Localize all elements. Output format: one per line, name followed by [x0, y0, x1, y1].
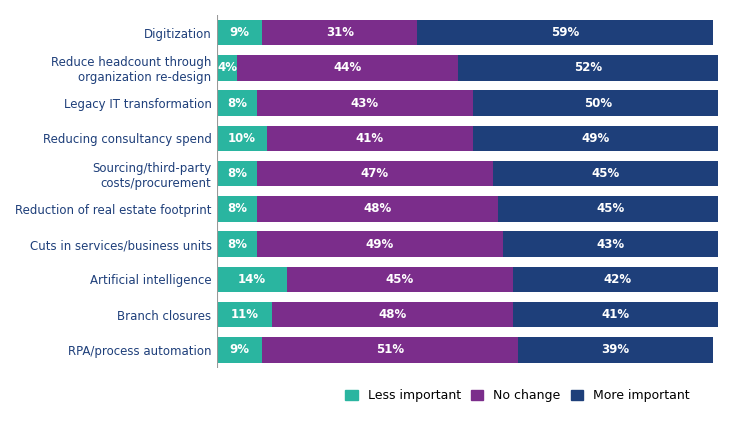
Text: 44%: 44%	[334, 61, 361, 74]
Text: 45%: 45%	[596, 202, 625, 215]
Bar	[217, 161, 257, 186]
Bar	[217, 337, 262, 362]
Bar	[257, 196, 498, 222]
Text: 49%: 49%	[366, 237, 394, 250]
Bar	[217, 20, 262, 45]
Bar	[217, 302, 272, 327]
Bar	[257, 161, 493, 186]
Bar	[257, 232, 503, 257]
Bar	[217, 196, 257, 222]
Bar	[473, 126, 718, 151]
Bar	[262, 20, 417, 45]
Text: 49%: 49%	[581, 132, 609, 145]
Bar	[512, 302, 718, 327]
Text: 4%: 4%	[217, 61, 237, 74]
Bar	[217, 55, 237, 81]
Bar	[267, 126, 473, 151]
Text: 43%: 43%	[596, 237, 625, 250]
Bar	[503, 232, 718, 257]
Bar	[217, 267, 287, 292]
Legend: Less important, No change, More important: Less important, No change, More importan…	[340, 384, 695, 407]
Bar	[262, 337, 517, 362]
Bar	[217, 232, 257, 257]
Text: 45%: 45%	[386, 273, 414, 286]
Text: 41%: 41%	[356, 132, 384, 145]
Text: 31%: 31%	[325, 26, 354, 39]
Text: 51%: 51%	[376, 344, 404, 357]
Text: 8%: 8%	[227, 97, 247, 110]
Text: 9%: 9%	[229, 26, 250, 39]
Bar	[512, 267, 723, 292]
Text: 47%: 47%	[361, 167, 389, 180]
Text: 48%: 48%	[364, 202, 391, 215]
Bar	[493, 161, 718, 186]
Text: 48%: 48%	[378, 308, 407, 321]
Bar	[457, 55, 718, 81]
Text: 41%: 41%	[601, 308, 630, 321]
Bar	[272, 302, 512, 327]
Text: 8%: 8%	[227, 237, 247, 250]
Text: 50%: 50%	[583, 97, 612, 110]
Text: 42%: 42%	[604, 273, 632, 286]
Text: 11%: 11%	[231, 308, 259, 321]
Bar	[517, 337, 713, 362]
Text: 8%: 8%	[227, 202, 247, 215]
Text: 10%: 10%	[228, 132, 256, 145]
Bar	[217, 90, 257, 116]
Bar	[417, 20, 713, 45]
Bar	[287, 267, 512, 292]
Text: 8%: 8%	[227, 167, 247, 180]
Text: 45%: 45%	[591, 167, 619, 180]
Text: 39%: 39%	[601, 344, 630, 357]
Text: 14%: 14%	[238, 273, 266, 286]
Bar	[498, 196, 723, 222]
Bar	[257, 90, 473, 116]
Text: 59%: 59%	[551, 26, 579, 39]
Bar	[217, 126, 267, 151]
Bar	[473, 90, 723, 116]
Text: 9%: 9%	[229, 344, 250, 357]
Text: 43%: 43%	[351, 97, 379, 110]
Bar	[237, 55, 457, 81]
Text: 52%: 52%	[574, 61, 602, 74]
